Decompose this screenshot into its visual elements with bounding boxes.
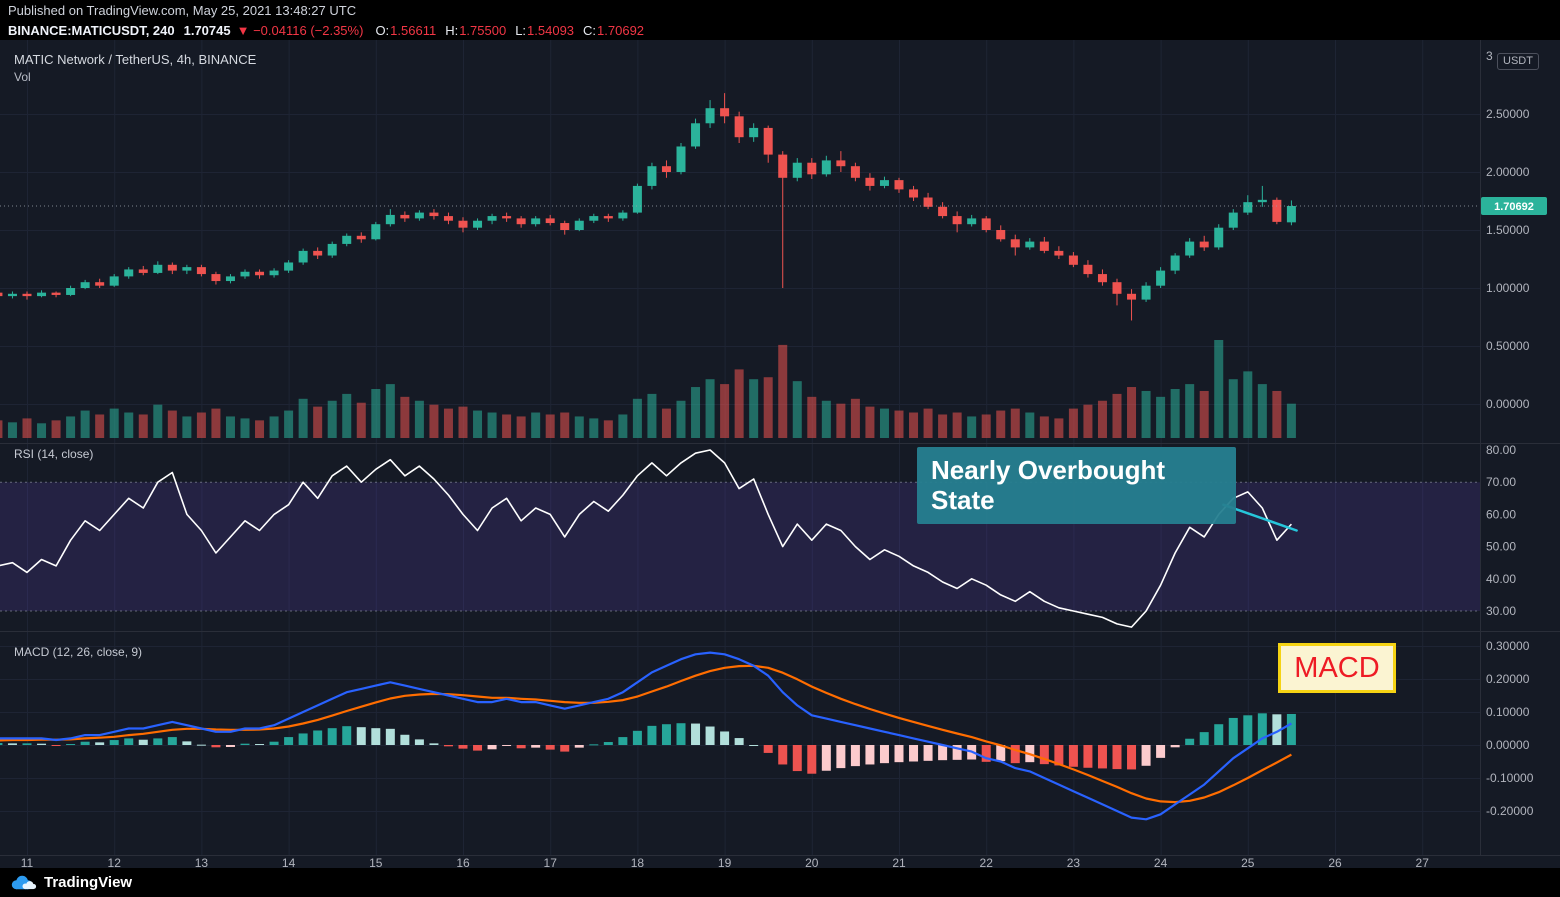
svg-text:24: 24 — [1154, 856, 1168, 868]
svg-text:70.00: 70.00 — [1486, 475, 1516, 489]
svg-text:3: 3 — [1486, 49, 1493, 63]
open-label: O: — [375, 23, 390, 38]
tradingview-brand[interactable]: TradingView — [44, 874, 133, 891]
svg-text:80.00: 80.00 — [1486, 443, 1516, 457]
symbol-name[interactable]: BINANCE:MATICUSDT, 240 — [8, 23, 175, 38]
volume-series — [0, 340, 1296, 438]
symbol-info-bar: BINANCE:MATICUSDT, 240 1.70745 ▼ −0.0411… — [0, 22, 1560, 40]
low-label: L: — [515, 23, 527, 38]
svg-text:13: 13 — [195, 856, 209, 868]
svg-text:60.00: 60.00 — [1486, 507, 1516, 521]
svg-text:17: 17 — [544, 856, 558, 868]
svg-text:25: 25 — [1241, 856, 1255, 868]
svg-text:1.50000: 1.50000 — [1486, 223, 1530, 237]
svg-text:1.00000: 1.00000 — [1486, 281, 1530, 295]
last-price-value: 1.70745 — [183, 23, 231, 38]
svg-text:14: 14 — [282, 856, 296, 868]
price-axis[interactable]: 3 2.50000 2.00000 1.50000 1.00000 0.50000 0.00… — [1486, 49, 1534, 818]
svg-text:2.00000: 2.00000 — [1486, 165, 1530, 179]
close-label: C: — [583, 23, 597, 38]
svg-text:-0.20000: -0.20000 — [1486, 804, 1534, 818]
svg-text:19: 19 — [718, 856, 732, 868]
svg-text:15: 15 — [369, 856, 383, 868]
high-label: H: — [445, 23, 459, 38]
last-price-tag: 1.70692 — [1481, 196, 1547, 215]
open-value: 1.56611 — [390, 23, 437, 38]
svg-text:0.30000: 0.30000 — [1486, 639, 1530, 653]
svg-text:26: 26 — [1328, 856, 1342, 868]
footer-bar: TradingView — [0, 868, 1560, 897]
svg-text:18: 18 — [631, 856, 645, 868]
pane-dividers — [0, 40, 1560, 856]
chart-canvas[interactable]: 3 2.50000 2.00000 1.50000 1.00000 0.50000 0.00… — [0, 40, 1560, 870]
chart-title: MATIC Network / TetherUS, 4h, BINANCE — [14, 52, 257, 67]
high-value: 1.75500 — [459, 23, 507, 38]
svg-text:2.50000: 2.50000 — [1486, 107, 1530, 121]
svg-text:50.00: 50.00 — [1486, 540, 1516, 554]
tradingview-cloud-icon[interactable] — [10, 874, 37, 891]
annotation-line-2: State — [931, 485, 995, 516]
svg-text:22: 22 — [980, 856, 994, 868]
svg-text:-0.10000: -0.10000 — [1486, 771, 1534, 785]
svg-text:16: 16 — [456, 856, 470, 868]
annotation-line-1: Nearly Overbought — [931, 455, 1166, 485]
svg-text:21: 21 — [892, 856, 906, 868]
svg-text:23: 23 — [1067, 856, 1081, 868]
macd-text-annotation[interactable]: MACD — [1278, 643, 1396, 693]
currency-unit-button[interactable]: USDT — [1497, 53, 1539, 70]
macd-indicator-title[interactable]: MACD (12, 26, close, 9) — [14, 645, 143, 659]
rsi-pane — [0, 449, 1480, 628]
publish-info-text: Published on TradingView.com, May 25, 20… — [8, 3, 357, 18]
svg-text:0.20000: 0.20000 — [1486, 672, 1530, 686]
close-value: 1.70692 — [597, 23, 645, 38]
rsi-indicator-title[interactable]: RSI (14, close) — [14, 447, 94, 461]
svg-text:0.10000: 0.10000 — [1486, 705, 1530, 719]
svg-text:30.00: 30.00 — [1486, 604, 1516, 618]
publish-info-bar: Published on TradingView.com, May 25, 20… — [0, 0, 1560, 22]
svg-text:20: 20 — [805, 856, 819, 868]
low-value: 1.54093 — [527, 23, 575, 38]
svg-text:12: 12 — [108, 856, 122, 868]
time-axis[interactable]: 11 12 13 14 15 16 17 18 19 20 21 22 23 24 25 26 27 — [21, 856, 1430, 870]
macd-pane — [0, 651, 1296, 821]
svg-text:27: 27 — [1416, 856, 1430, 868]
nearly-overbought-annotation[interactable]: Nearly Overbought State — [917, 447, 1236, 524]
candlestick-series — [0, 93, 1480, 321]
svg-text:0.00000: 0.00000 — [1486, 738, 1530, 752]
chart-area[interactable]: 3 2.50000 2.00000 1.50000 1.00000 0.50000 0.00… — [0, 40, 1560, 870]
svg-text:1.70692: 1.70692 — [1494, 201, 1534, 213]
svg-text:40.00: 40.00 — [1486, 572, 1516, 586]
svg-text:11: 11 — [21, 856, 34, 868]
volume-indicator-label[interactable]: Vol — [14, 70, 31, 84]
price-change: ▼ −0.04116 (−2.35%) — [236, 23, 364, 38]
svg-text:0.50000: 0.50000 — [1486, 339, 1530, 353]
svg-text:0.00000: 0.00000 — [1486, 397, 1530, 411]
